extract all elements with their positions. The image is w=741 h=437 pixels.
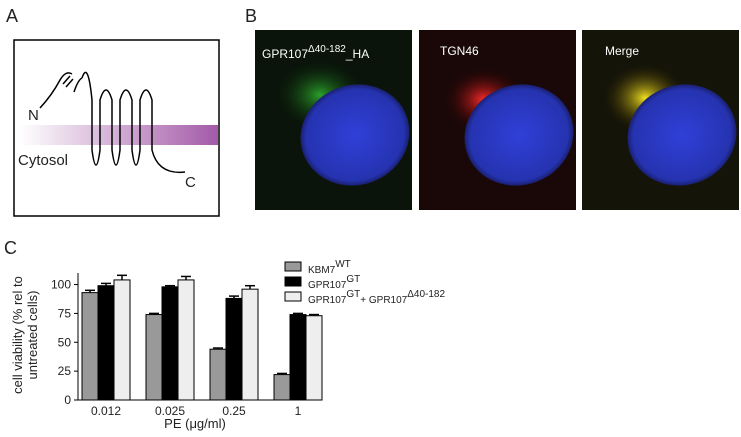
bar [81,292,99,401]
legend-entry: KBM7WT [308,259,351,276]
panel-label: A [6,6,18,26]
bar [145,314,163,401]
micrograph: Merge [582,30,739,210]
x-tick-label: 1 [295,404,302,418]
membrane [20,125,218,145]
bar [225,297,243,401]
legend-swatch [284,291,302,302]
image-title: GPR107Δ40-182_HA [262,44,369,61]
bar [305,315,323,401]
n-terminus: N [28,107,39,124]
y-tick-label: 25 [58,364,72,378]
bar [113,279,131,401]
panel-label: B [245,6,257,26]
y-tick-label: 0 [64,393,71,407]
x-tick-label: 0.012 [91,404,121,418]
legend-entry: GPR107GT [308,274,360,291]
y-axis-label: cell viability (% rel to [10,276,25,394]
legend-text: GPR107 [308,280,347,291]
bar [289,314,307,401]
x-tick-label: 0.25 [222,404,246,418]
image-title: TGN46 [440,44,479,58]
legend-text: GT [346,289,360,300]
legend-swatch [284,261,302,272]
y-tick-label: 75 [58,306,72,320]
bar [273,374,291,401]
y-axis-label: untreated cells) [25,291,40,380]
legend-text: GT [346,274,360,285]
x-axis-label: PE (μg/ml) [164,416,226,431]
legend-text: Δ40-182 [407,289,445,300]
break-mark [65,78,74,88]
protein-topology [39,71,186,174]
chart: 0 25 50 75 100 cell viability (% rel to untrea… [10,259,445,431]
legend-swatch [284,276,302,287]
y-tick-label: 100 [51,278,71,292]
c-terminus: C [185,174,196,191]
bar [97,285,115,401]
image-title: Merge [605,44,639,58]
legend-entry: GPR107GT+ GPR107Δ40-182 [308,289,445,306]
y-tick-label: 50 [58,335,72,349]
bar [161,286,179,401]
legend-text: WT [335,259,351,270]
legend-text: KBM7 [308,265,336,276]
bar [241,288,259,401]
micrograph: GPR107Δ40-182_HA [255,30,412,210]
legend-text: GPR107 [308,295,347,306]
micrograph: TGN46 [419,30,576,210]
bar [177,279,195,401]
x-tick-label: 0.025 [155,404,185,418]
break-mark [62,75,71,85]
legend-text: + GPR107 [360,295,407,306]
bar [209,348,227,401]
cytosol-label: Cytosol [18,152,68,169]
panel-label: C [4,238,17,258]
